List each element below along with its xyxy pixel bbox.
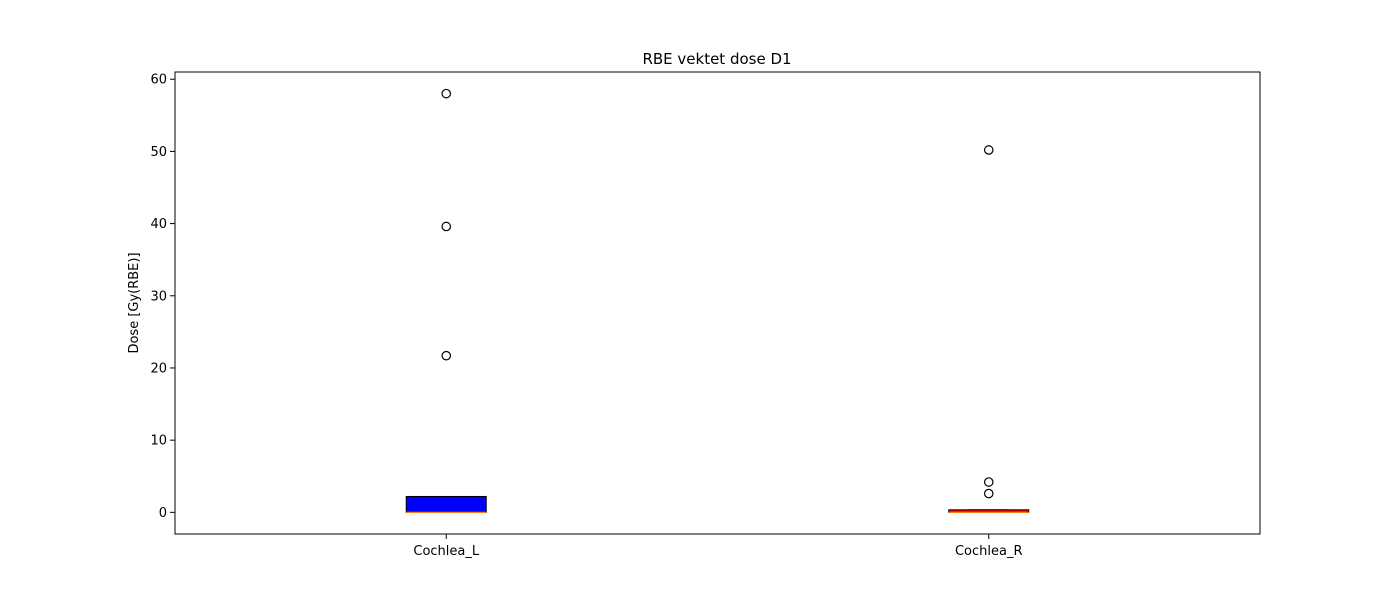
x-tick-label: Cochlea_L xyxy=(413,544,479,559)
outlier-point xyxy=(983,145,994,155)
outlier-point xyxy=(441,221,452,232)
x-axis: Cochlea_L Cochlea_R xyxy=(413,534,1023,559)
x-tick-label: Cochlea_R xyxy=(955,544,1023,559)
outlier-point xyxy=(983,477,994,487)
y-axis-label: Dose [Gy(RBE)] xyxy=(127,252,142,353)
y-tick-label: 10 xyxy=(150,434,167,449)
y-tick-label: 30 xyxy=(150,289,167,304)
plot-area xyxy=(174,71,1261,535)
box xyxy=(405,495,487,513)
box-group xyxy=(405,88,487,513)
y-tick-label: 0 xyxy=(159,506,167,521)
outlier-point xyxy=(441,350,452,361)
y-tick-label: 50 xyxy=(150,145,167,160)
axes-frame xyxy=(174,71,1261,535)
y-tick-label: 60 xyxy=(150,73,167,88)
outlier-point xyxy=(983,488,994,499)
y-tick-label: 20 xyxy=(150,361,167,376)
box-group xyxy=(948,145,1030,513)
outlier-point xyxy=(441,88,452,99)
y-axis: 0 10 20 30 40 50 60 xyxy=(150,73,175,521)
y-tick-label: 40 xyxy=(150,217,167,232)
chart-title: RBE vektet dose D1 xyxy=(642,50,791,68)
